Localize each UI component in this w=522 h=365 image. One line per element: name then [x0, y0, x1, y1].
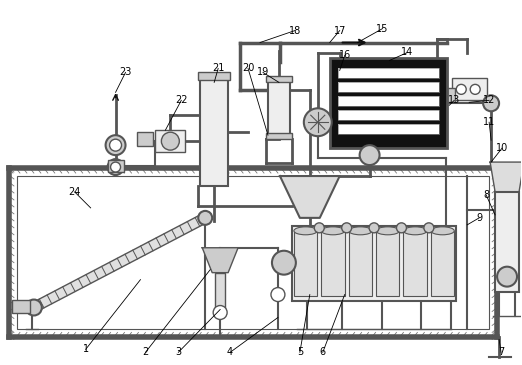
Circle shape: [304, 108, 331, 136]
Ellipse shape: [349, 227, 372, 235]
Bar: [338, 82, 440, 92]
Circle shape: [342, 223, 352, 233]
Bar: [108, 160, 124, 172]
Bar: [17, 176, 489, 330]
Text: 19: 19: [257, 68, 269, 77]
Polygon shape: [280, 176, 340, 218]
Bar: [12, 300, 30, 314]
Polygon shape: [31, 214, 208, 312]
Circle shape: [397, 223, 407, 233]
Bar: [137, 132, 153, 146]
Bar: [321, 231, 345, 296]
Circle shape: [161, 132, 180, 150]
Text: 4: 4: [227, 347, 233, 357]
Bar: [156, 130, 185, 152]
Bar: [294, 231, 317, 296]
Circle shape: [470, 84, 480, 94]
Bar: [431, 231, 454, 296]
Circle shape: [369, 223, 379, 233]
Text: 6: 6: [319, 347, 326, 357]
Ellipse shape: [404, 227, 427, 235]
Circle shape: [483, 95, 499, 111]
Bar: [445, 88, 455, 102]
Bar: [338, 124, 440, 134]
Text: 10: 10: [496, 143, 508, 153]
Text: 3: 3: [175, 347, 181, 357]
Bar: [338, 124, 440, 134]
Circle shape: [271, 288, 285, 301]
Polygon shape: [202, 248, 238, 273]
Bar: [338, 96, 440, 106]
Circle shape: [213, 306, 227, 319]
Text: 23: 23: [120, 68, 132, 77]
Circle shape: [314, 223, 324, 233]
Polygon shape: [490, 162, 522, 192]
Bar: [404, 231, 427, 296]
Text: 18: 18: [289, 26, 301, 35]
Text: 11: 11: [483, 117, 495, 127]
Bar: [338, 82, 440, 92]
Text: 16: 16: [339, 50, 351, 61]
Text: 14: 14: [401, 47, 413, 58]
Bar: [198, 72, 230, 80]
Ellipse shape: [376, 227, 399, 235]
Text: 13: 13: [448, 95, 460, 105]
Circle shape: [26, 300, 42, 315]
Text: 9: 9: [476, 213, 482, 223]
Bar: [266, 76, 292, 82]
Bar: [330, 58, 447, 148]
Bar: [495, 192, 519, 292]
Text: 7: 7: [498, 347, 504, 357]
Text: 20: 20: [242, 64, 254, 73]
Bar: [349, 231, 372, 296]
Bar: [338, 110, 440, 120]
Bar: [338, 110, 440, 120]
Circle shape: [497, 267, 517, 287]
Circle shape: [360, 145, 379, 165]
Circle shape: [456, 84, 466, 94]
Circle shape: [111, 162, 121, 172]
Bar: [200, 78, 228, 186]
Text: 1: 1: [82, 344, 89, 354]
Circle shape: [272, 251, 296, 274]
Circle shape: [198, 211, 212, 225]
Circle shape: [108, 159, 124, 175]
Text: 8: 8: [483, 190, 489, 200]
Bar: [338, 68, 440, 78]
Ellipse shape: [321, 227, 345, 235]
Bar: [268, 80, 290, 135]
Text: 22: 22: [175, 95, 187, 105]
Text: 17: 17: [334, 26, 346, 35]
Bar: [338, 96, 440, 106]
Ellipse shape: [431, 227, 454, 235]
Circle shape: [424, 223, 434, 233]
Text: 12: 12: [483, 95, 495, 105]
Bar: [292, 226, 456, 300]
Text: 21: 21: [212, 64, 224, 73]
Text: 2: 2: [143, 347, 149, 357]
Bar: [215, 273, 225, 308]
Circle shape: [105, 135, 125, 155]
Bar: [266, 133, 292, 139]
Text: 15: 15: [376, 24, 389, 34]
Bar: [452, 78, 487, 100]
Text: 5: 5: [296, 347, 303, 357]
Text: 24: 24: [68, 187, 81, 197]
Ellipse shape: [294, 227, 317, 235]
Bar: [376, 231, 399, 296]
Circle shape: [110, 139, 122, 151]
Bar: [338, 68, 440, 78]
